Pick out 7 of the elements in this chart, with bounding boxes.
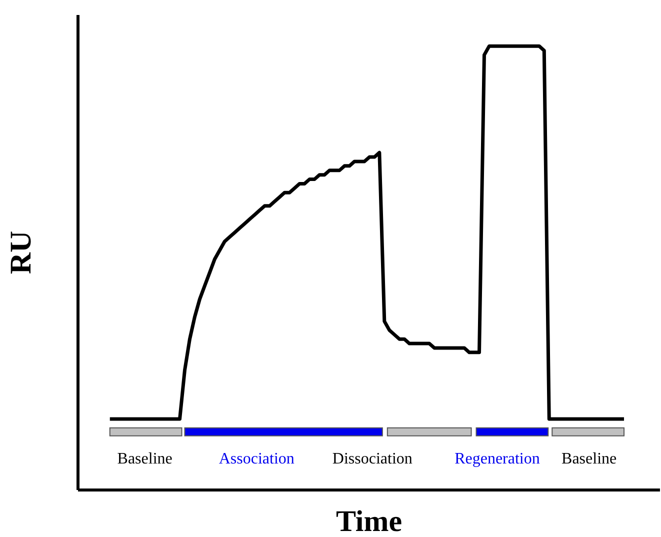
annotation: Regeneration <box>454 450 540 468</box>
annotation: Dissociation <box>332 450 412 468</box>
x-axis-title: Time <box>336 505 402 537</box>
annotation: Baseline <box>117 450 172 468</box>
y-axis-title: RU <box>4 230 38 274</box>
annotation: Baseline <box>562 450 617 468</box>
annotation: Association <box>218 450 294 468</box>
